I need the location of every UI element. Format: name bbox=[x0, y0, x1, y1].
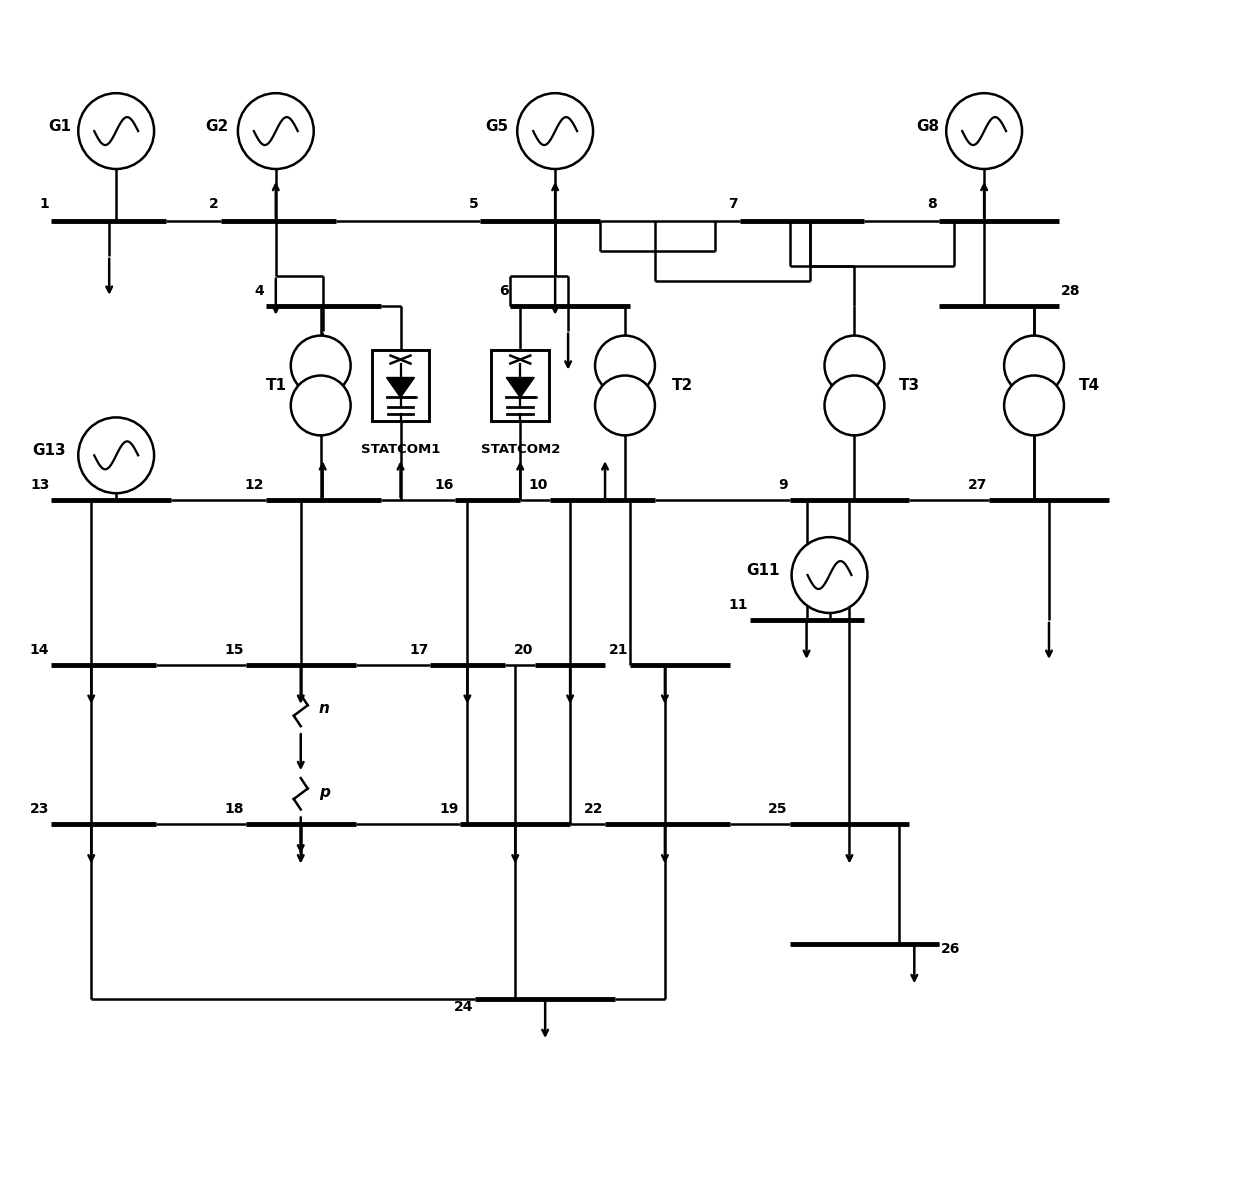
Text: T4: T4 bbox=[1079, 378, 1100, 393]
Text: 17: 17 bbox=[409, 642, 429, 656]
Text: 28: 28 bbox=[1061, 283, 1080, 297]
Text: 1: 1 bbox=[40, 197, 50, 211]
Text: G5: G5 bbox=[485, 118, 508, 134]
Text: STATCOM2: STATCOM2 bbox=[481, 443, 560, 456]
Text: 8: 8 bbox=[928, 197, 937, 211]
Circle shape bbox=[1004, 376, 1064, 435]
Circle shape bbox=[517, 94, 593, 169]
Text: 9: 9 bbox=[777, 479, 787, 492]
Circle shape bbox=[78, 94, 154, 169]
Text: 18: 18 bbox=[224, 802, 244, 816]
Bar bbox=[491, 350, 549, 422]
Bar bbox=[372, 350, 429, 422]
Text: 6: 6 bbox=[498, 283, 508, 297]
Text: 20: 20 bbox=[513, 642, 533, 656]
Circle shape bbox=[290, 376, 351, 435]
Text: 14: 14 bbox=[30, 642, 50, 656]
Text: G13: G13 bbox=[32, 443, 66, 457]
Text: 23: 23 bbox=[30, 802, 50, 816]
Circle shape bbox=[825, 376, 884, 435]
Circle shape bbox=[791, 537, 868, 613]
Text: 15: 15 bbox=[224, 642, 244, 656]
Text: 7: 7 bbox=[728, 197, 738, 211]
Text: T3: T3 bbox=[899, 378, 920, 393]
Circle shape bbox=[1004, 335, 1064, 396]
Circle shape bbox=[946, 94, 1022, 169]
Text: 13: 13 bbox=[30, 479, 50, 492]
Text: 10: 10 bbox=[528, 479, 548, 492]
Text: G1: G1 bbox=[48, 118, 71, 134]
Circle shape bbox=[290, 335, 351, 396]
Text: n: n bbox=[319, 702, 330, 716]
Polygon shape bbox=[506, 378, 534, 397]
Text: 5: 5 bbox=[469, 197, 479, 211]
Text: G8: G8 bbox=[916, 118, 939, 134]
Text: 2: 2 bbox=[210, 197, 219, 211]
Text: 4: 4 bbox=[254, 283, 264, 297]
Text: 24: 24 bbox=[454, 1000, 474, 1014]
Text: T1: T1 bbox=[265, 378, 286, 393]
Text: 12: 12 bbox=[244, 479, 264, 492]
Circle shape bbox=[78, 417, 154, 493]
Circle shape bbox=[595, 376, 655, 435]
Text: 19: 19 bbox=[439, 802, 459, 816]
Text: 16: 16 bbox=[434, 479, 454, 492]
Text: p: p bbox=[319, 784, 330, 800]
Text: 26: 26 bbox=[941, 942, 961, 956]
Text: 27: 27 bbox=[967, 479, 987, 492]
Text: 21: 21 bbox=[609, 642, 627, 656]
Circle shape bbox=[595, 335, 655, 396]
Text: T2: T2 bbox=[672, 378, 693, 393]
Text: 11: 11 bbox=[728, 598, 748, 611]
Text: G11: G11 bbox=[746, 563, 780, 577]
Text: G2: G2 bbox=[206, 118, 229, 134]
Circle shape bbox=[238, 94, 314, 169]
Polygon shape bbox=[387, 378, 414, 397]
Text: STATCOM1: STATCOM1 bbox=[361, 443, 440, 456]
Text: 22: 22 bbox=[584, 802, 603, 816]
Text: 25: 25 bbox=[768, 802, 787, 816]
Circle shape bbox=[825, 335, 884, 396]
